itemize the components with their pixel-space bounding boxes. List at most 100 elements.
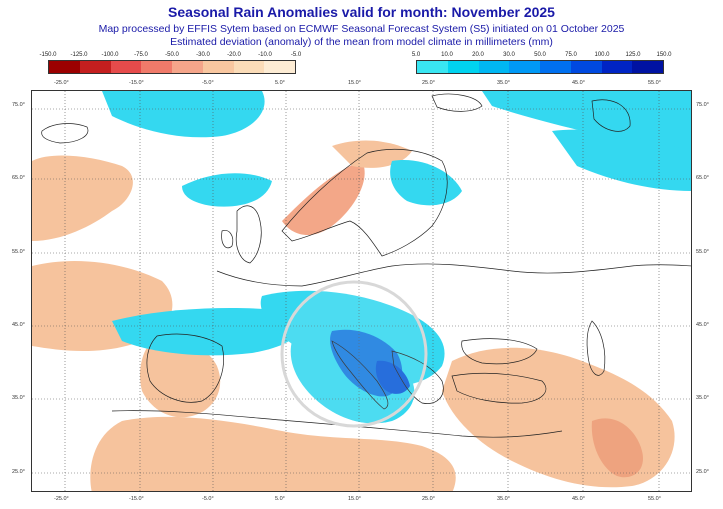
- lon-label: 5.0°: [275, 496, 285, 502]
- legend_positive-tick: 10.0: [441, 52, 453, 58]
- map-subtitle-description: Estimated deviation (anomaly) of the mea…: [170, 36, 553, 48]
- lat-label: 25.0°: [12, 469, 25, 475]
- dry-area-north-africa: [90, 416, 456, 491]
- strong-wet-anomaly-areas: [330, 329, 410, 397]
- lat-label: 75.0°: [12, 102, 25, 108]
- legend_positive-tick: 5.0: [411, 52, 421, 58]
- lon-label: 45.0°: [572, 496, 585, 502]
- legend_positive-tick: 75.0: [565, 52, 577, 58]
- dry-area-west-atlantic: [32, 155, 133, 241]
- map-canvas: [32, 91, 691, 491]
- legend-positive-ticks: 5.0 10.0 20.0 30.0 50.0 75.0 100.0 125.0 150.0: [412, 52, 672, 60]
- coast-svalbard: [431, 93, 483, 112]
- legend_positive-tick: 125.0: [625, 52, 641, 58]
- legend_negative-swatch: [233, 61, 265, 73]
- lon-label: -5.0°: [202, 496, 214, 502]
- lon-label: 15.0°: [348, 80, 361, 86]
- lat-label: 65.0°: [696, 175, 709, 181]
- lon-label: -5.0°: [202, 80, 214, 86]
- lat-label: 45.0°: [696, 322, 709, 328]
- lat-label: 45.0°: [12, 322, 25, 328]
- strong-wet-adriatic: [375, 360, 410, 394]
- lon-label: 55.0°: [648, 496, 661, 502]
- legend_positive-swatch: [509, 61, 540, 73]
- legend_positive-swatch: [417, 61, 448, 73]
- legend_positive-swatch: [601, 61, 633, 73]
- lon-label: -25.0°: [54, 496, 69, 502]
- legend_negative-tick: -100.0: [101, 52, 119, 58]
- lat-label: 35.0°: [696, 395, 709, 401]
- coast-black-sea: [461, 338, 538, 365]
- wet-area-barents: [482, 91, 691, 153]
- wet-area-siberia: [552, 129, 691, 191]
- legend_positive-tick: 20.0: [472, 52, 484, 58]
- legend-negative-ticks: -150.0 -125.0 -100.0 -75.0 -50.0 -30.0 -20.0 -1…: [39, 52, 301, 60]
- legend_positive-tick: 30.0: [503, 52, 515, 58]
- legend_negative-tick: -30.0: [196, 52, 210, 58]
- legend_negative-swatch: [49, 61, 80, 73]
- legend-positive-colorbar: [416, 60, 664, 74]
- legend-negative: -150.0 -125.0 -100.0 -75.0 -50.0 -30.0 -20.0 -1…: [39, 52, 301, 74]
- legend_negative-tick: -125.0: [70, 52, 88, 58]
- legend_positive-tick: 50.0: [534, 52, 546, 58]
- lat-label: 65.0°: [12, 175, 25, 181]
- legend_positive-swatch: [570, 61, 602, 73]
- lon-label: -15.0°: [129, 496, 144, 502]
- coast-balkans: [391, 350, 444, 404]
- lon-label: -25.0°: [54, 80, 69, 86]
- legend_positive-swatch: [478, 61, 510, 73]
- lat-label: 75.0°: [696, 102, 709, 108]
- legend_negative-tick: -5.0: [290, 52, 302, 58]
- lon-label: 35.0°: [497, 80, 510, 86]
- legend_negative-tick: -75.0: [134, 52, 148, 58]
- legend_positive-tick: 150.0: [656, 52, 672, 58]
- legend_positive-swatch: [447, 61, 479, 73]
- graticule: [32, 91, 691, 491]
- coast-turkey: [451, 372, 547, 404]
- lon-label: 35.0°: [497, 496, 510, 502]
- lon-label: 25.0°: [422, 496, 435, 502]
- legend_negative-tick: -10.0: [258, 52, 272, 58]
- legend_negative-swatch: [79, 61, 111, 73]
- wet-area-atlantic-band: [112, 308, 300, 356]
- lon-label: 25.0°: [422, 80, 435, 86]
- dry-area-iberia: [140, 339, 221, 418]
- legend_positive-swatch: [632, 61, 663, 73]
- lat-label: 25.0°: [696, 469, 709, 475]
- map-title: Seasonal Rain Anomalies valid for month:…: [168, 4, 555, 20]
- lon-label: 55.0°: [648, 80, 661, 86]
- legend_negative-tick: -20.0: [227, 52, 241, 58]
- coast-europe-mainland: [216, 263, 691, 287]
- anomaly-map: [31, 90, 692, 492]
- dry-area-norway: [282, 161, 365, 236]
- legend_negative-tick: -50.0: [165, 52, 179, 58]
- coast-iberia: [146, 333, 224, 403]
- wet-area-scandinavia-east: [390, 160, 462, 206]
- coast-scandinavia: [281, 148, 448, 257]
- legend-positive: 5.0 10.0 20.0 30.0 50.0 75.0 100.0 125.0 150.0: [412, 52, 672, 74]
- coast-caspian: [586, 320, 606, 376]
- legend_negative-tick: -150.0: [39, 52, 57, 58]
- dry-area-middle-east-strong: [591, 418, 643, 478]
- legend_negative-swatch: [110, 61, 142, 73]
- legend_negative-swatch: [264, 61, 295, 73]
- legend_positive-tick: 100.0: [594, 52, 610, 58]
- legend_negative-swatch: [141, 61, 172, 73]
- coast-italy: [331, 340, 389, 410]
- legend_negative-swatch: [202, 61, 234, 73]
- legend-negative-colorbar: [48, 60, 296, 74]
- legend_negative-swatch: [172, 61, 203, 73]
- lon-label: -15.0°: [129, 80, 144, 86]
- coast-british-isles: [235, 205, 262, 264]
- lon-label: 5.0°: [275, 80, 285, 86]
- coast-novaya-zemlya: [591, 99, 631, 132]
- lat-label: 55.0°: [696, 249, 709, 255]
- lon-label: 45.0°: [572, 80, 585, 86]
- coastlines: [41, 93, 691, 438]
- map-subtitle-source: Map processed by EFFIS Sytem based on EC…: [98, 23, 625, 35]
- lat-label: 35.0°: [12, 395, 25, 401]
- wet-area-nw-atlantic: [182, 173, 272, 207]
- wet-area-greenland: [102, 91, 265, 138]
- coast-iceland: [41, 123, 89, 144]
- legend_positive-swatch: [540, 61, 571, 73]
